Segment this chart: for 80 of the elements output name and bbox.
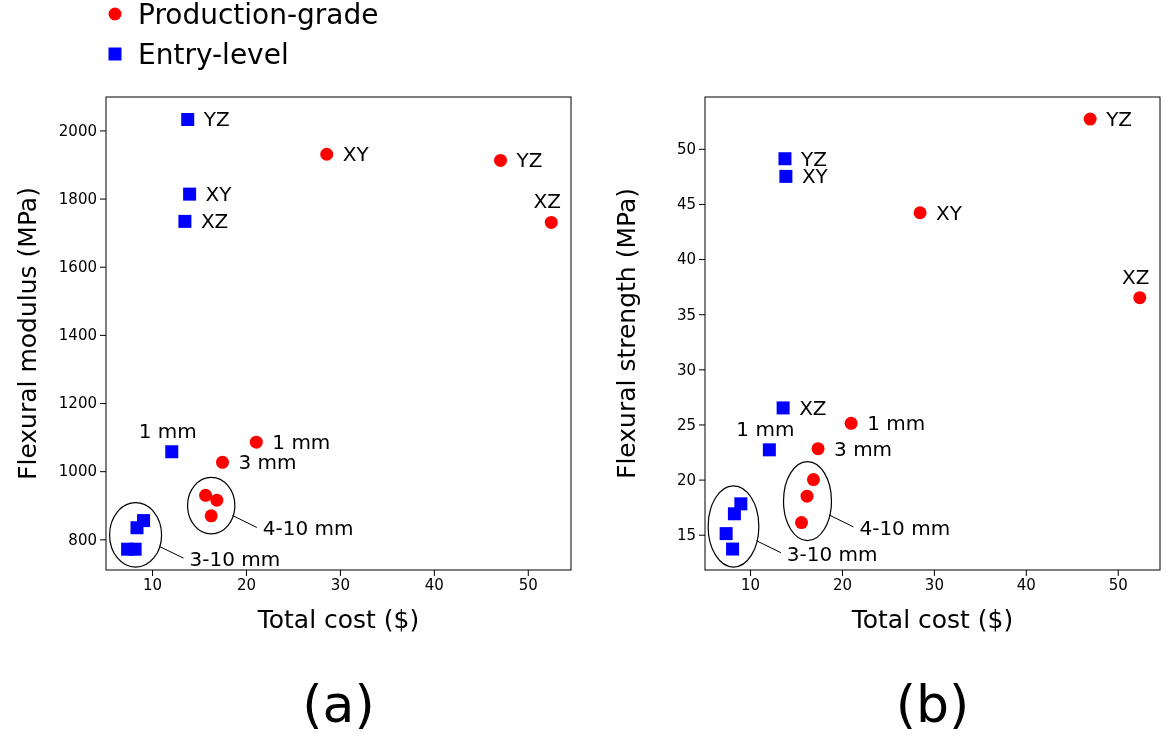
y-tick-label: 25 bbox=[676, 415, 696, 434]
y-tick-label: 50 bbox=[676, 140, 696, 159]
y-tick-label: 1800 bbox=[58, 189, 97, 208]
point bbox=[215, 455, 229, 469]
y-tick-label: 45 bbox=[676, 195, 696, 214]
point bbox=[183, 187, 197, 201]
point bbox=[165, 445, 179, 459]
point bbox=[779, 169, 793, 183]
x-tick-label: 40 bbox=[424, 575, 444, 594]
annotation: 1 mm bbox=[736, 416, 795, 441]
annotation: 3-10 mm bbox=[786, 541, 878, 566]
x-tick-label: 30 bbox=[330, 575, 350, 594]
point bbox=[320, 147, 334, 161]
annotation: 1 mm bbox=[138, 418, 197, 443]
point bbox=[811, 442, 825, 456]
point bbox=[210, 493, 224, 507]
point bbox=[130, 521, 144, 535]
annotation: XY bbox=[342, 142, 370, 167]
point bbox=[1083, 112, 1097, 126]
point bbox=[913, 206, 927, 220]
annotation: 4-10 mm bbox=[859, 515, 951, 540]
annotation: 3-10 mm bbox=[189, 547, 281, 572]
x-tick-label: 40 bbox=[1016, 575, 1036, 594]
x-tick-label: 20 bbox=[832, 575, 853, 594]
point bbox=[178, 214, 192, 228]
annotation: 3 mm bbox=[834, 436, 893, 461]
annotation: YZ bbox=[1105, 107, 1133, 132]
point bbox=[544, 215, 558, 229]
text: (b) bbox=[895, 674, 970, 734]
point bbox=[204, 509, 218, 523]
y-tick-label: 35 bbox=[676, 305, 696, 324]
point bbox=[727, 507, 741, 521]
annotation: XZ bbox=[533, 189, 561, 214]
annotation: XZ bbox=[799, 395, 827, 420]
point bbox=[800, 489, 814, 503]
point bbox=[726, 542, 740, 556]
x-tick-label: 50 bbox=[1108, 575, 1128, 594]
point bbox=[776, 401, 790, 415]
annotation: 4-10 mm bbox=[262, 516, 354, 541]
x-tick-label: 50 bbox=[518, 575, 538, 594]
x-tick-label: 30 bbox=[924, 575, 944, 594]
x-tick-label: 20 bbox=[236, 575, 257, 594]
point bbox=[1133, 291, 1147, 305]
y-tick-label: 40 bbox=[676, 250, 696, 269]
y-tick-label: 1400 bbox=[58, 326, 97, 345]
annotation: YZ bbox=[515, 148, 543, 173]
y-tick-label: 1200 bbox=[58, 394, 97, 413]
y-tick-label: 1600 bbox=[58, 258, 97, 277]
annotation: XY bbox=[205, 182, 233, 207]
y-tick-label: 30 bbox=[676, 360, 696, 379]
y-axis-title: Flexural modulus (MPa) bbox=[13, 187, 42, 480]
y-tick-label: 2000 bbox=[58, 121, 97, 140]
y-tick-label: 800 bbox=[68, 530, 97, 549]
point bbox=[128, 542, 142, 556]
annotation: 1 mm bbox=[867, 411, 926, 436]
point bbox=[719, 527, 733, 541]
x-tick-label: 10 bbox=[740, 575, 761, 594]
y-tick-label: 20 bbox=[676, 470, 696, 489]
annotation: XY bbox=[936, 200, 963, 225]
point bbox=[795, 516, 809, 530]
point bbox=[844, 416, 858, 430]
x-axis-title: Total cost ($) bbox=[850, 605, 1014, 634]
point bbox=[778, 152, 792, 166]
y-tick-label: 1000 bbox=[58, 462, 97, 481]
point bbox=[181, 112, 195, 126]
point bbox=[494, 153, 508, 167]
point bbox=[249, 435, 263, 449]
legend-label: Production-grade bbox=[138, 0, 379, 31]
point bbox=[806, 473, 820, 487]
y-tick-label: 15 bbox=[676, 526, 696, 545]
text: (a) bbox=[302, 674, 375, 734]
x-axis-title: Total cost ($) bbox=[256, 605, 420, 634]
legend-label: Entry-level bbox=[138, 38, 289, 71]
annotation: XZ bbox=[200, 209, 229, 234]
annotation: YZ bbox=[202, 107, 230, 132]
annotation: XZ bbox=[1122, 264, 1150, 289]
x-tick-label: 10 bbox=[142, 575, 163, 594]
point bbox=[762, 443, 776, 457]
y-axis-title: Flexural strength (MPa) bbox=[612, 188, 641, 479]
point bbox=[199, 488, 213, 502]
